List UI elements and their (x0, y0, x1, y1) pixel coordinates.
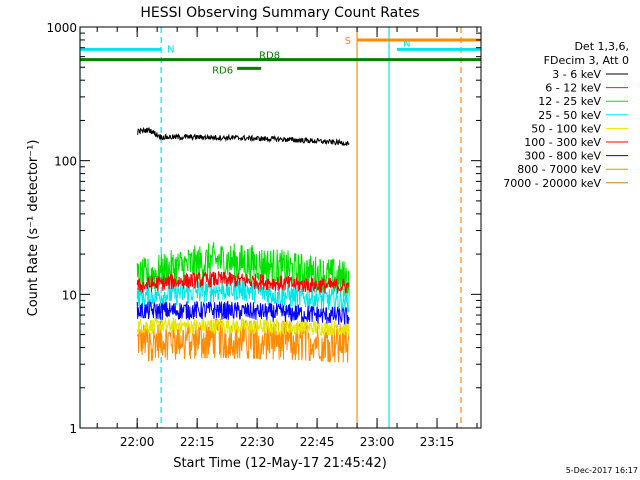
annotation-label-n-0: N (167, 44, 174, 55)
annotation-label-s-2: S (345, 36, 351, 47)
legend-header-line-1: Det 1,3,6, (574, 40, 629, 53)
legend-entry-label-6: 300 - 800 keV (524, 150, 601, 163)
legend-entry-label-7: 800 - 7000 keV (517, 163, 601, 176)
x-tick-label-2: 22:30 (240, 435, 275, 449)
legend-entry-label-5: 100 - 300 keV (524, 136, 601, 149)
series-line-12-25keV (136, 242, 350, 297)
chart-title: HESSI Observing Summary Count Rates (140, 5, 419, 21)
legend-entry-label-8: 7000 - 20000 keV (503, 177, 601, 190)
legend-header-line-2: FDecim 3, Att 0 (544, 54, 629, 67)
x-axis: 22:00 22:15 22:30 22:45 23:00 23:15 (96, 27, 478, 449)
annotation-label-rd8-3: RD8 (259, 51, 280, 62)
x-tick-label-1: 22:15 (180, 435, 215, 449)
x-axis-label: Start Time (12-May-17 21:45:42) (173, 456, 387, 471)
y-tick-label-3: 1000 (46, 21, 77, 35)
plot-frame (79, 26, 482, 429)
series-line-100-300keV (136, 271, 350, 295)
x-tick-label-4: 23:00 (360, 435, 395, 449)
x-tick-label-3: 22:45 (300, 435, 335, 449)
plot-layer: N N S RD8 RD6 (79, 27, 481, 428)
x-tick-label-5: 23:15 (420, 435, 455, 449)
series-line-300-800keV (136, 300, 350, 325)
series-line-25-50keV (136, 277, 350, 313)
y-axis: 1 10 100 1000 (46, 21, 481, 436)
series-line-3-6keV (136, 126, 350, 146)
series-line-800-7000keV (136, 318, 350, 363)
y-tick-label-1: 10 (62, 288, 77, 302)
legend-entry-label-0: 3 - 6 keV (552, 68, 601, 81)
x-tick-label-0: 22:00 (120, 435, 155, 449)
legend-entry-label-3: 25 - 50 keV (538, 109, 601, 122)
series-line-50-100keV (136, 317, 350, 337)
legend-entry-label-2: 12 - 25 keV (538, 95, 601, 108)
footer-date: 5-Dec-2017 16:17 (566, 466, 638, 475)
y-axis-label: Count Rate (s⁻¹ detector⁻¹) (26, 140, 41, 317)
annotation-label-rd6-4: RD6 (212, 65, 233, 76)
y-tick-label-0: 1 (69, 422, 77, 436)
y-tick-label-2: 100 (54, 155, 77, 169)
legend-entry-label-1: 6 - 12 keV (545, 82, 601, 95)
legend-entry-label-4: 50 - 100 keV (531, 122, 601, 135)
annotation-label-n-1: N (403, 38, 410, 49)
